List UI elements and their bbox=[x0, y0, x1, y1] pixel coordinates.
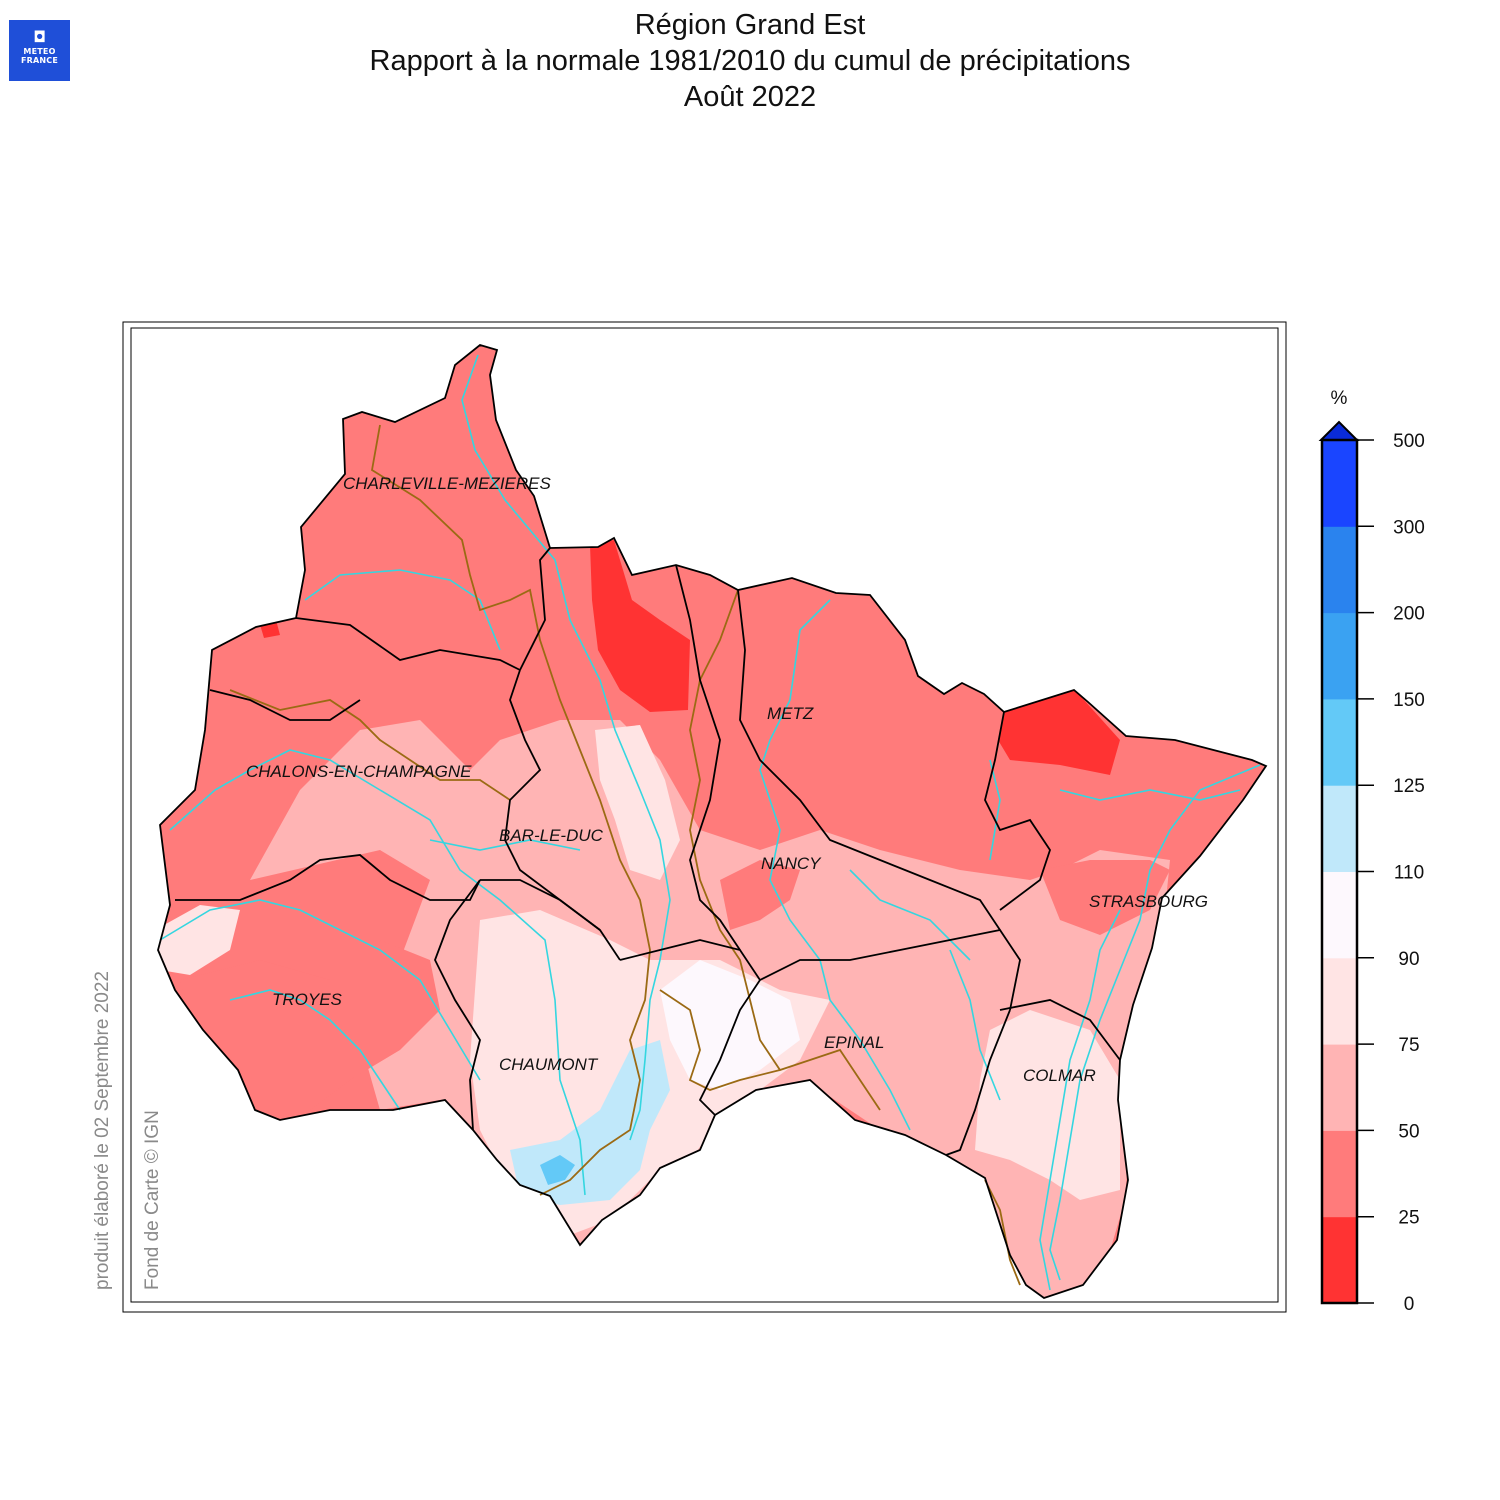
river-rhine bbox=[1049, 764, 1261, 1281]
border-hm-north bbox=[480, 879, 601, 931]
legend-swatch bbox=[1322, 785, 1357, 872]
field-zone-25-50-strasbourg bbox=[1040, 860, 1170, 935]
river-seine bbox=[159, 899, 481, 1081]
border-ardennes-meuse bbox=[519, 547, 551, 671]
legend-swatch bbox=[1322, 440, 1357, 527]
map-title: Région Grand Est bbox=[634, 9, 866, 41]
city-label-epinal: EPINAL bbox=[824, 1033, 884, 1052]
legend-tick-label: 300 bbox=[1393, 517, 1425, 538]
border-aisne-champagne bbox=[209, 689, 361, 721]
legend-swatch bbox=[1322, 1130, 1357, 1218]
river-moselle bbox=[759, 599, 911, 1131]
border-moselle-alsace bbox=[984, 711, 1051, 911]
legend-overflow-arrow bbox=[1318, 420, 1360, 441]
legend-tick-label: 25 bbox=[1398, 1208, 1419, 1229]
legend-tick-label: 150 bbox=[1393, 690, 1425, 711]
legend-swatch bbox=[1322, 1216, 1357, 1304]
city-labels: CHARLEVILLE-MEZIERES METZ CHALONS-EN-CHA… bbox=[246, 474, 1208, 1085]
field-zone-90-110 bbox=[660, 960, 800, 1090]
legend-tick-label: 110 bbox=[1394, 863, 1424, 884]
map-frame-outer bbox=[122, 321, 1287, 1313]
basin-line-champagne bbox=[229, 689, 511, 801]
legend-swatch bbox=[1322, 871, 1357, 959]
city-label-metz: METZ bbox=[767, 704, 814, 723]
river-ornain bbox=[429, 839, 581, 851]
field-zone-125-150 bbox=[540, 1155, 575, 1185]
legend-swatch bbox=[1322, 1044, 1357, 1131]
basin-line-south bbox=[659, 989, 781, 1091]
field-zone-25-50-troyes bbox=[180, 940, 440, 1120]
river-vosges bbox=[949, 949, 1001, 1101]
basin-line-vosges bbox=[984, 1179, 1021, 1286]
border-marne-aube bbox=[175, 854, 481, 901]
logo-mark-icon: ◘ bbox=[33, 28, 46, 46]
legend-tick-label: 125 bbox=[1393, 776, 1425, 797]
rivers bbox=[159, 354, 1261, 1291]
legend-swatch bbox=[1322, 526, 1357, 614]
river-ill bbox=[1039, 909, 1121, 1291]
border-meuse-east bbox=[675, 564, 741, 951]
department-borders bbox=[157, 344, 1268, 1299]
field-zone-0-25-moselle bbox=[998, 690, 1120, 775]
legend-unit: % bbox=[1331, 388, 1348, 409]
river-marne bbox=[169, 749, 586, 1196]
legend-tick-label: 50 bbox=[1398, 1121, 1419, 1142]
city-label-chalons: CHALONS-EN-CHAMPAGNE bbox=[246, 762, 472, 781]
border-moselle-mm bbox=[737, 589, 1001, 931]
city-label-nancy: NANCY bbox=[761, 854, 822, 873]
color-legend: % 0 25 50 75 90 110 125 150 200 300 500 bbox=[1318, 388, 1425, 1315]
basin-boundaries bbox=[229, 424, 1021, 1286]
legend-tick-label: 75 bbox=[1398, 1035, 1419, 1056]
border-vosges-alsace bbox=[945, 1009, 1011, 1156]
field-zone-25-50-nancy bbox=[720, 860, 800, 930]
legend-swatch bbox=[1322, 612, 1357, 700]
precipitation-field bbox=[158, 345, 1266, 1298]
legend-swatch bbox=[1322, 698, 1357, 786]
river-north-east bbox=[1059, 789, 1241, 801]
meteo-france-logo: ◘ METEO FRANCE bbox=[9, 20, 70, 81]
legend-tick-label: 500 bbox=[1393, 431, 1425, 452]
city-label-chaumont: CHAUMONT bbox=[499, 1055, 599, 1074]
legend-tick-label: 200 bbox=[1393, 604, 1425, 625]
map-period: Août 2022 bbox=[683, 81, 817, 113]
field-zone-75-90-colmar bbox=[975, 1010, 1120, 1200]
city-label-troyes: TROYES bbox=[272, 990, 343, 1009]
border-bas-haut-rhin bbox=[999, 999, 1121, 1061]
map-frame-inner bbox=[130, 327, 1279, 1303]
logo-text-1: METEO bbox=[23, 47, 56, 56]
basemap-credit: Fond de Carte © IGN bbox=[142, 1110, 163, 1290]
city-label-strasbourg: STRASBOURG bbox=[1089, 892, 1208, 911]
legend-swatch bbox=[1322, 957, 1357, 1045]
legend-ticks: 0 25 50 75 90 110 125 150 200 300 500 bbox=[1357, 431, 1425, 1315]
city-label-bar-le-duc: BAR-LE-DUC bbox=[499, 826, 604, 845]
basin-line-east bbox=[689, 589, 881, 1111]
field-zone-0-25-ardennes bbox=[590, 540, 690, 712]
river-sarre bbox=[989, 759, 1001, 861]
river-meuse bbox=[461, 354, 671, 1141]
river-aube bbox=[229, 989, 401, 1111]
border-aube-hm bbox=[434, 879, 481, 1131]
region-outline bbox=[157, 344, 1268, 1299]
legend-tick-label: 90 bbox=[1398, 949, 1419, 970]
production-date: produit élaboré le 02 Septembre 2022 bbox=[92, 971, 113, 1290]
legend-swatches bbox=[1322, 440, 1357, 1304]
map-subtitle: Rapport à la normale 1981/2010 du cumul … bbox=[369, 45, 1131, 77]
logo-text-2: FRANCE bbox=[20, 56, 59, 65]
city-label-colmar: COLMAR bbox=[1023, 1066, 1096, 1085]
border-ardennes-marne bbox=[295, 617, 521, 671]
city-label-charleville: CHARLEVILLE-MEZIERES bbox=[343, 474, 551, 493]
field-zone-75-90-meuse bbox=[595, 725, 680, 880]
field-zone-75-90-west bbox=[158, 905, 240, 975]
border-vosges-mm bbox=[759, 928, 1021, 1011]
basin-line-west bbox=[371, 424, 651, 1196]
legend-tick-label: 0 bbox=[1404, 1294, 1415, 1315]
